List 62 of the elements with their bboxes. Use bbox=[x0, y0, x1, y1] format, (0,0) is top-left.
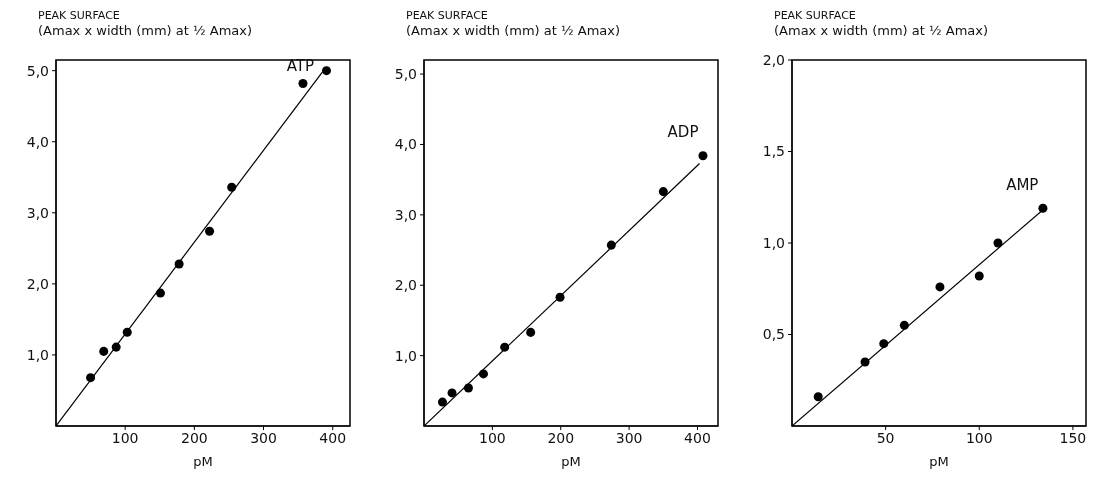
y-tick-label: 4,0 bbox=[394, 136, 417, 153]
y-tick-label: 1,0 bbox=[394, 347, 417, 364]
point bbox=[321, 66, 331, 76]
point bbox=[1038, 203, 1048, 213]
y-tick-label: 1,0 bbox=[26, 346, 49, 363]
point bbox=[205, 226, 215, 236]
x-tick-label: 100 bbox=[965, 429, 993, 446]
point bbox=[993, 238, 1003, 248]
point bbox=[860, 357, 870, 367]
point bbox=[526, 327, 536, 337]
point bbox=[463, 383, 473, 393]
x-tick-label: 200 bbox=[547, 429, 575, 446]
y-tick-label: 0,5 bbox=[762, 326, 785, 343]
y-tick-label: 2,0 bbox=[394, 277, 417, 294]
x-tick-label: 50 bbox=[876, 429, 895, 446]
x-tick-label: 400 bbox=[684, 429, 711, 446]
series-label: ATP bbox=[286, 57, 314, 76]
point bbox=[935, 282, 945, 292]
x-tick-label: 100 bbox=[111, 429, 139, 446]
x-axis-title: pM bbox=[929, 454, 949, 469]
y-axis-title: PEAK SURFACE (Amax x width (mm) at ½ Amax) bbox=[406, 8, 622, 38]
point bbox=[174, 259, 184, 269]
x-tick-label: 300 bbox=[250, 429, 277, 446]
x-axis-title: pM bbox=[561, 454, 581, 469]
point bbox=[879, 339, 889, 349]
point bbox=[606, 240, 616, 250]
series-label: AMP bbox=[1006, 175, 1039, 194]
x-tick-label: 200 bbox=[180, 429, 208, 446]
y-tick-label: 3,0 bbox=[394, 206, 417, 223]
point bbox=[447, 388, 457, 398]
point bbox=[86, 373, 96, 383]
point bbox=[500, 342, 510, 352]
point bbox=[899, 320, 909, 330]
y-tick-label: 4,0 bbox=[26, 133, 49, 150]
x-tick-label: 150 bbox=[1059, 429, 1087, 446]
y-tick-label: 3,0 bbox=[26, 204, 49, 221]
point bbox=[298, 78, 308, 88]
point bbox=[974, 271, 984, 281]
point bbox=[122, 327, 132, 337]
y-tick-label: 2,0 bbox=[26, 275, 49, 292]
point bbox=[155, 288, 165, 298]
x-axis-title: pM bbox=[193, 454, 213, 469]
point bbox=[227, 182, 237, 192]
y-tick-label: 1,0 bbox=[762, 234, 785, 251]
x-tick-label: 300 bbox=[615, 429, 643, 446]
point bbox=[658, 187, 668, 197]
series-label: ADP bbox=[667, 123, 699, 142]
y-axis-title: PEAK SURFACE (Amax x width (mm) at ½ Amax) bbox=[38, 8, 254, 38]
y-axis-title: PEAK SURFACE (Amax x width (mm) at ½ Amax) bbox=[774, 8, 990, 38]
point bbox=[813, 392, 823, 402]
point bbox=[555, 292, 565, 302]
point bbox=[698, 151, 708, 161]
x-tick-label: 400 bbox=[319, 429, 347, 446]
point bbox=[111, 342, 121, 352]
point bbox=[99, 346, 109, 356]
y-tick-label: 1,5 bbox=[762, 143, 785, 160]
y-tick-label: 2,0 bbox=[762, 51, 785, 68]
y-tick-label: 5,0 bbox=[26, 62, 49, 79]
point bbox=[437, 397, 447, 407]
y-tick-label: 5,0 bbox=[394, 66, 417, 83]
x-tick-label: 100 bbox=[479, 429, 506, 446]
point bbox=[478, 369, 488, 379]
